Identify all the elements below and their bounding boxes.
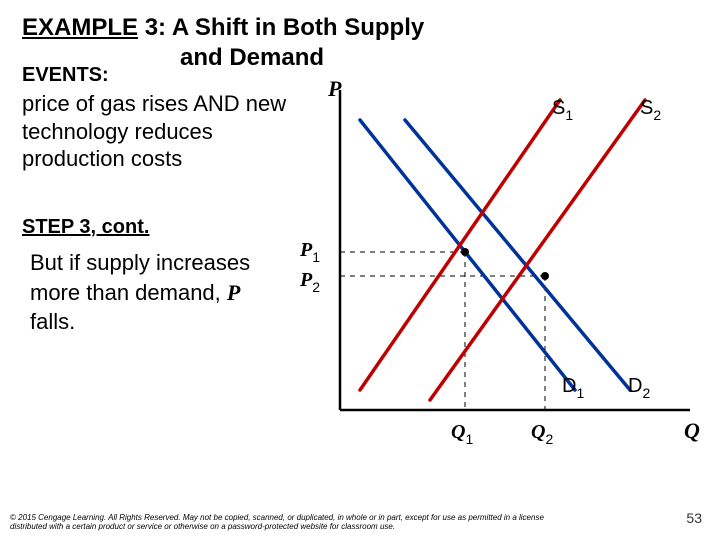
example-word: EXAMPLE (22, 14, 138, 41)
events-label: EVENTS: (22, 64, 109, 87)
svg-text:P1: P1 (299, 239, 320, 265)
curves (360, 100, 645, 400)
quantity-labels: Q1 Q2 (451, 421, 553, 447)
copyright-footer: © 2015 Cengage Learning. All Rights Rese… (10, 513, 570, 532)
svg-text:D2: D2 (628, 375, 650, 401)
step-text: But if supply increases more than demand… (30, 248, 260, 337)
slide-title-line1: EXAMPLE 3: A Shift in Both Supply (22, 14, 424, 42)
p-axis-label: P (327, 76, 342, 101)
step-label: STEP 3, cont. (22, 216, 149, 239)
guide-lines (340, 252, 545, 410)
svg-text:P2: P2 (299, 269, 320, 295)
events-text: price of gas rises AND new technology re… (22, 90, 302, 173)
example-number: 3: (145, 14, 166, 41)
svg-text:D1: D1 (562, 375, 584, 401)
svg-text:Q1: Q1 (451, 421, 473, 447)
slide-title-line2: and Demand (180, 44, 324, 72)
curve-labels: D1 D2 S1 S2 (552, 97, 661, 401)
svg-text:S2: S2 (640, 97, 661, 123)
q-axis-label: Q (684, 418, 700, 443)
chart-svg: P Q D1D2S1S2 P1P2 Q1Q2 (300, 80, 700, 450)
svg-text:Q2: Q2 (531, 421, 553, 447)
page-number: 53 (686, 510, 702, 526)
title-rest: A Shift in Both Supply (172, 14, 424, 41)
price-labels: P1P2 (299, 239, 320, 295)
svg-text:S1: S1 (552, 97, 573, 123)
supply-demand-chart: P Q D1D2S1S2 P1P2 Q1Q2 (300, 80, 700, 450)
